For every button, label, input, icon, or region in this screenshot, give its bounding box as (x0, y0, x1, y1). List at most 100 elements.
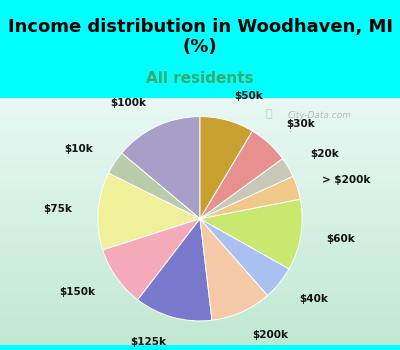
Text: $50k: $50k (234, 91, 263, 100)
Text: $40k: $40k (299, 294, 328, 304)
Bar (0, 234, 400, 237)
Bar (0, 307, 400, 310)
Bar (0, 289, 400, 292)
Bar (0, 199, 400, 201)
Bar (0, 176, 400, 178)
Bar (0, 226, 400, 229)
Bar (0, 335, 400, 337)
Bar (0, 264, 400, 267)
Bar (0, 310, 400, 312)
Bar (0, 224, 400, 226)
Bar (0, 136, 400, 138)
Bar (0, 300, 400, 302)
Wedge shape (200, 176, 300, 219)
Text: $150k: $150k (60, 287, 96, 297)
Bar (0, 320, 400, 322)
Bar (0, 340, 400, 342)
Bar (0, 189, 400, 191)
Bar (0, 252, 400, 254)
Bar (0, 174, 400, 176)
Wedge shape (122, 117, 200, 219)
Bar (0, 302, 400, 304)
Text: All residents: All residents (146, 71, 254, 86)
Bar (0, 128, 400, 131)
Bar (0, 277, 400, 279)
Bar (0, 148, 400, 151)
Bar (0, 159, 400, 161)
Bar (0, 133, 400, 136)
Bar (0, 332, 400, 335)
Bar (0, 153, 400, 156)
Wedge shape (138, 219, 212, 321)
Bar (0, 186, 400, 189)
Bar (0, 325, 400, 327)
Wedge shape (103, 219, 200, 300)
Bar (0, 259, 400, 262)
Bar (0, 156, 400, 159)
Wedge shape (200, 117, 252, 219)
Bar (0, 247, 400, 249)
Bar (0, 232, 400, 234)
Bar (0, 257, 400, 259)
Text: $100k: $100k (110, 98, 146, 108)
Bar (0, 184, 400, 186)
Bar (0, 108, 400, 111)
Bar (0, 118, 400, 121)
Wedge shape (200, 219, 268, 320)
Bar (0, 219, 400, 222)
Bar (0, 229, 400, 232)
Bar (0, 100, 400, 103)
Text: ⓘ: ⓘ (266, 109, 273, 119)
Bar (0, 191, 400, 194)
Bar (0, 146, 400, 148)
Wedge shape (98, 173, 200, 250)
Bar (0, 241, 400, 244)
Bar (0, 169, 400, 171)
Bar (0, 312, 400, 315)
Bar (0, 204, 400, 206)
Bar (0, 141, 400, 144)
Text: > $200k: > $200k (322, 175, 370, 185)
Bar (0, 270, 400, 272)
Bar (0, 262, 400, 264)
Text: $10k: $10k (64, 144, 93, 154)
Text: Income distribution in Woodhaven, MI
(%): Income distribution in Woodhaven, MI (%) (8, 18, 392, 56)
Bar (0, 171, 400, 174)
Bar (0, 194, 400, 196)
Bar (0, 222, 400, 224)
Bar (0, 161, 400, 163)
Bar (0, 111, 400, 113)
Bar (0, 144, 400, 146)
Bar (0, 274, 400, 277)
Bar (0, 322, 400, 325)
Bar (0, 345, 400, 348)
Bar (0, 272, 400, 274)
Wedge shape (200, 219, 289, 295)
Bar (0, 138, 400, 141)
Bar (0, 237, 400, 239)
Wedge shape (108, 153, 200, 219)
Text: $75k: $75k (44, 204, 73, 214)
Bar (0, 98, 400, 100)
Bar (0, 126, 400, 128)
Bar (0, 254, 400, 257)
Bar (0, 166, 400, 169)
Text: $125k: $125k (130, 337, 166, 347)
Bar (0, 239, 400, 241)
Bar (0, 123, 400, 126)
Bar (0, 209, 400, 211)
Bar (0, 315, 400, 317)
Bar (0, 103, 400, 106)
Bar (0, 196, 400, 199)
Text: $20k: $20k (310, 149, 339, 159)
Text: $30k: $30k (286, 119, 315, 130)
Bar (0, 348, 400, 350)
Bar (0, 295, 400, 297)
Bar (0, 131, 400, 133)
Bar (0, 216, 400, 219)
Bar (0, 113, 400, 116)
Wedge shape (200, 159, 293, 219)
Bar (0, 337, 400, 340)
Bar (0, 106, 400, 108)
Text: $60k: $60k (326, 234, 355, 244)
